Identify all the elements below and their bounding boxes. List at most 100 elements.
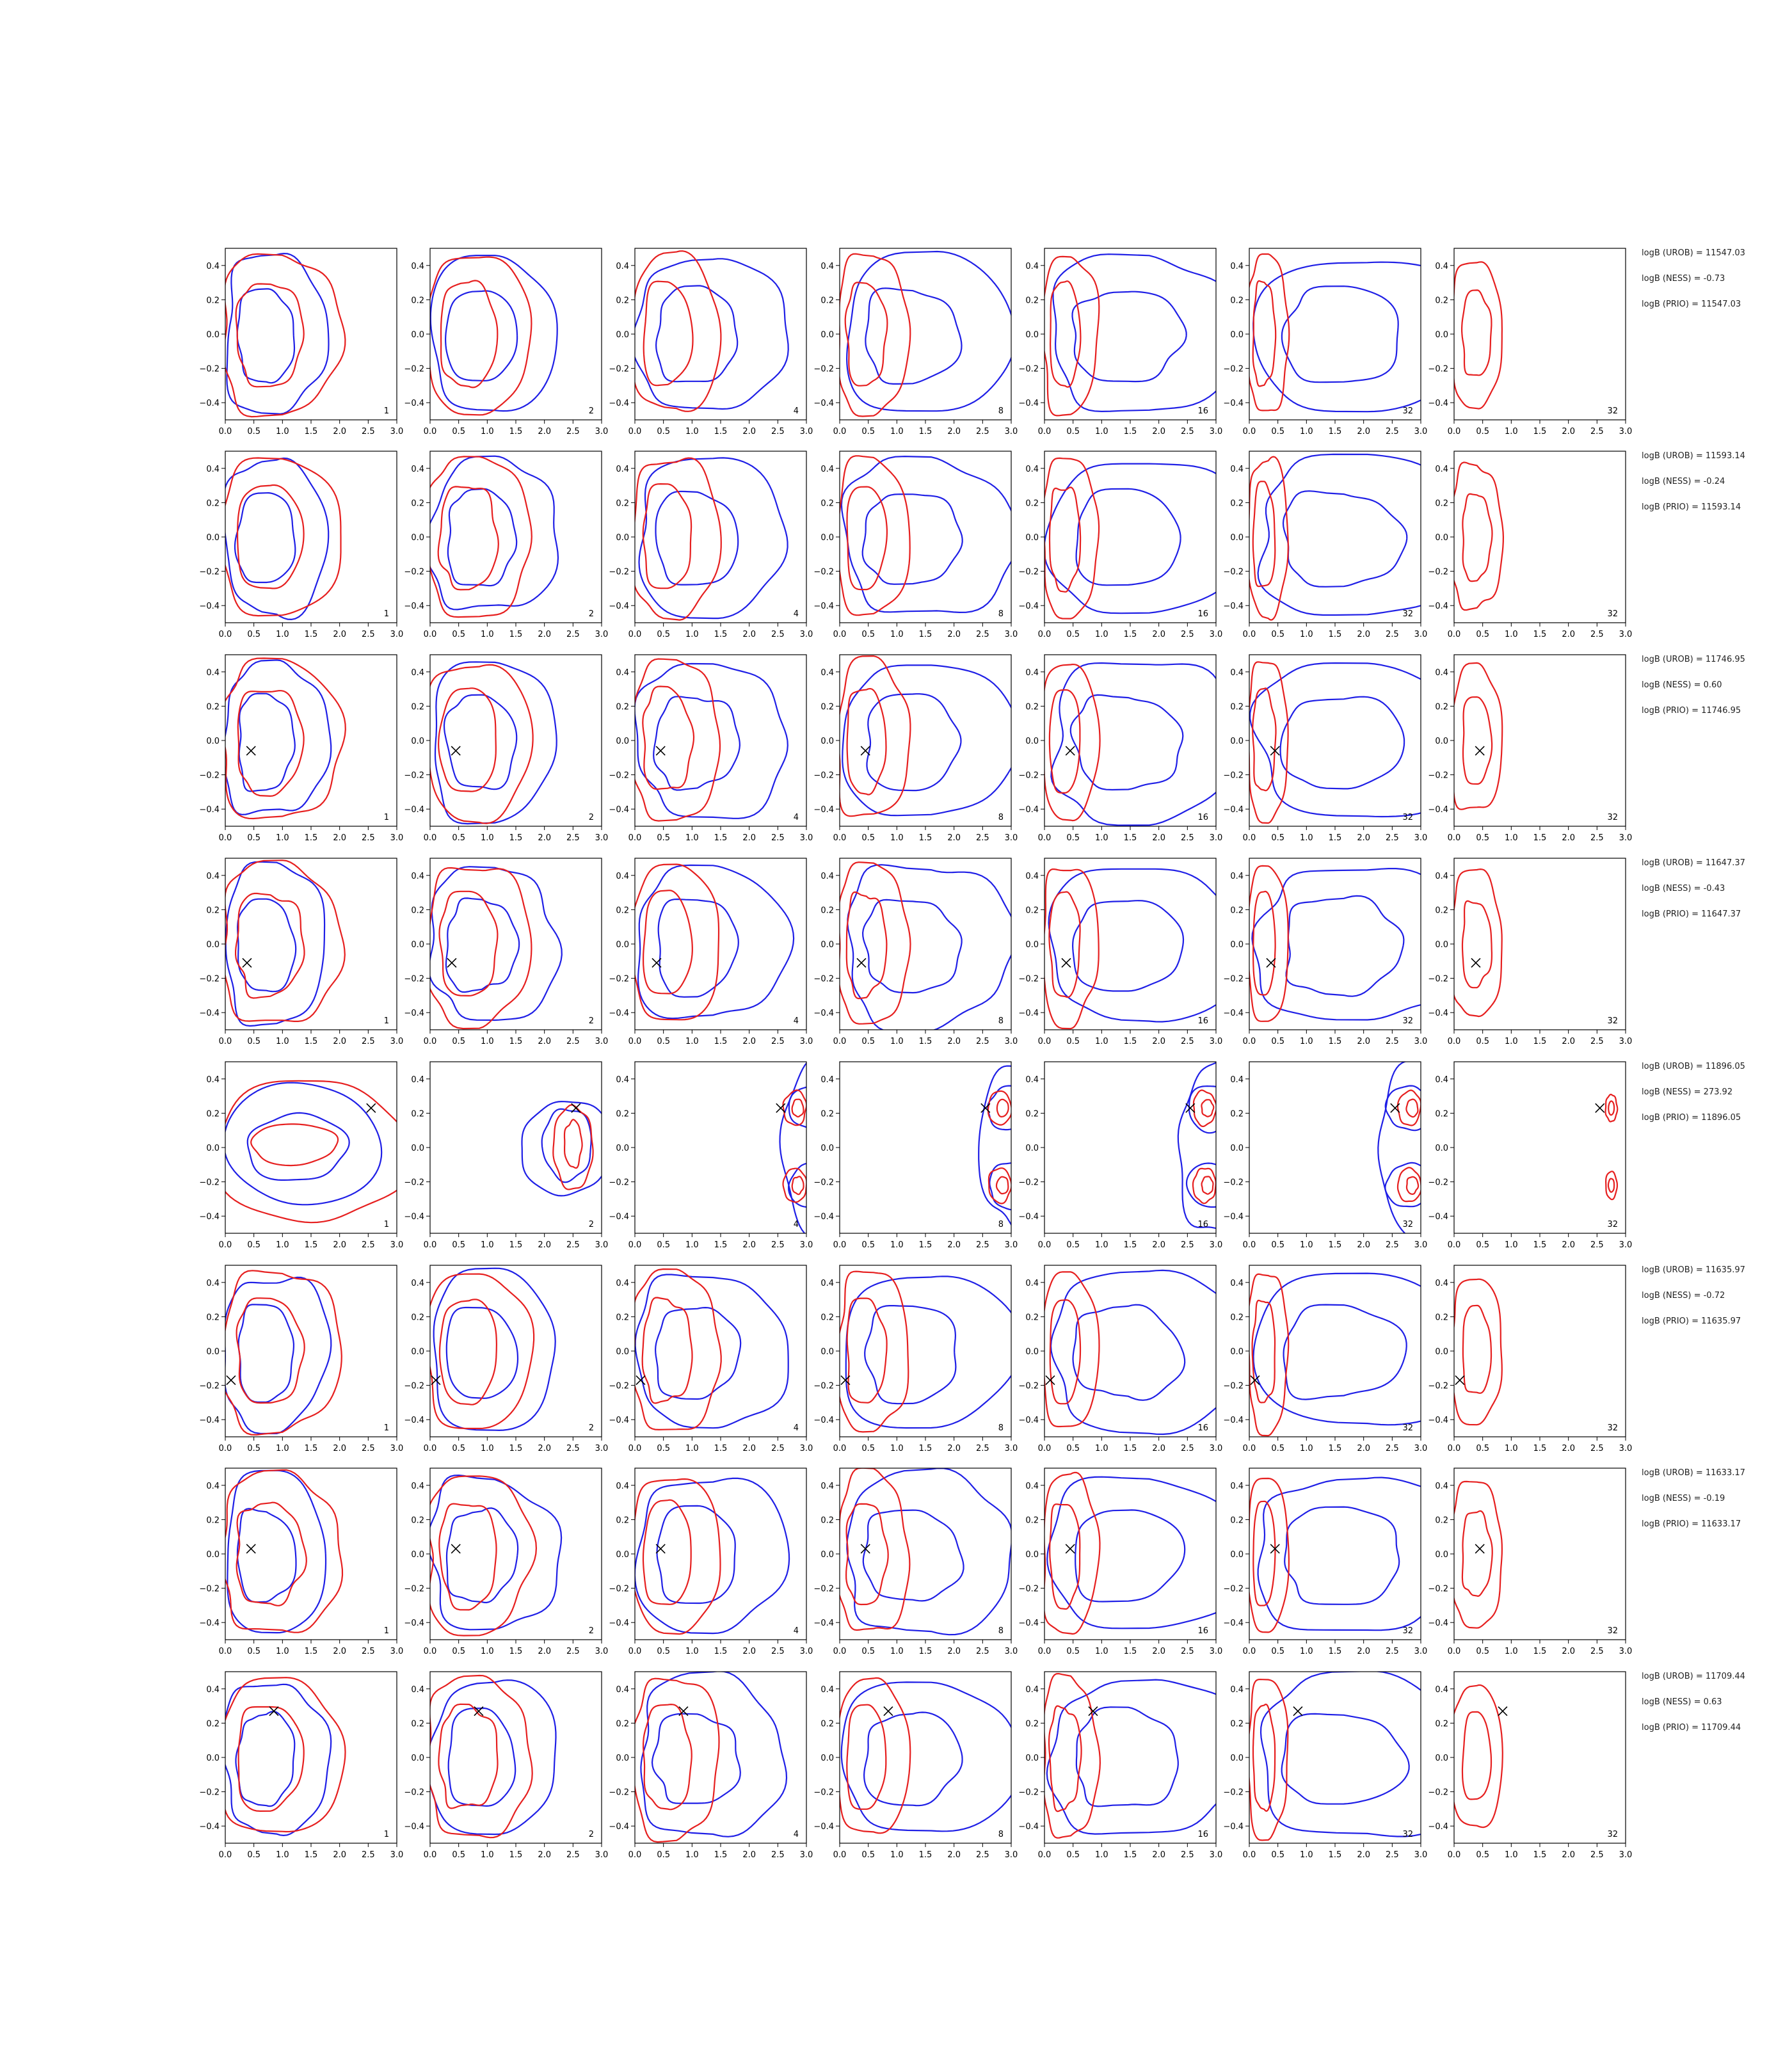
panel-r3-c5: 0.0 0.5 1.0 1.5 2.0 2.5 3.0 −0.4 −0.2 0.0 0.2 0.4 16 (1018, 654, 1223, 843)
true-value-marker (1595, 1103, 1605, 1113)
x-tick-label: 3.0 (1210, 833, 1223, 843)
x-tick-label: 0.5 (1066, 1240, 1080, 1250)
x-tick-label: 2.5 (1181, 630, 1194, 639)
x-tick-label: 0.0 (628, 1240, 642, 1250)
red-contour (995, 1176, 1009, 1195)
true-value-marker (1475, 1544, 1485, 1554)
x-tick-label: 3.0 (800, 1850, 813, 1860)
contour-layer (430, 255, 558, 416)
x-tick-label: 0.0 (833, 1240, 847, 1250)
x-tick-label: 2.0 (947, 1240, 961, 1250)
panel-label: 8 (998, 609, 1004, 619)
x-tick-label: 1.5 (509, 1444, 523, 1453)
x-tick-label: 2.0 (538, 427, 551, 436)
red-contour (1048, 486, 1082, 593)
x-tick-label: 3.0 (1619, 1037, 1633, 1046)
y-tick-label: 0.0 (206, 533, 220, 543)
panel-frame (1044, 451, 1217, 623)
panel-label: 16 (1197, 1016, 1208, 1026)
x-tick-label: 0.5 (657, 427, 670, 436)
stat-line: logB (PRIO) = 11709.44 (1642, 1723, 1741, 1732)
x-tick-label: 2.0 (1152, 1647, 1165, 1656)
x-tick-label: 0.0 (424, 833, 437, 843)
contour-layer (1249, 1272, 1421, 1437)
panel-label: 1 (384, 1830, 389, 1839)
x-tick-label: 0.0 (833, 1444, 847, 1453)
y-tick-label: 0.2 (1435, 499, 1448, 508)
blue-contour (521, 1100, 602, 1197)
y-tick-label: −0.4 (813, 805, 834, 815)
x-tick-label: 1.5 (714, 1037, 728, 1046)
y-tick-label: 0.2 (1435, 702, 1448, 712)
y-tick-label: 0.4 (1230, 1075, 1244, 1085)
x-tick-label: 0.5 (1066, 1444, 1080, 1453)
x-tick-label: 1.0 (1300, 1037, 1313, 1046)
panel-label: 2 (589, 813, 594, 822)
stat-line: logB (PRIO) = 11635.97 (1642, 1316, 1741, 1326)
x-tick-label: 1.0 (276, 1240, 289, 1250)
panel-r4-c3: 0.0 0.5 1.0 1.5 2.0 2.5 3.0 −0.4 −0.2 0.0 0.2 0.4 4 (609, 858, 813, 1046)
x-tick-label: 3.0 (1619, 1444, 1633, 1453)
red-contour (1252, 890, 1276, 996)
y-tick-label: −0.4 (199, 805, 220, 815)
red-contour (1044, 457, 1100, 620)
x-tick-label: 0.5 (1476, 833, 1489, 843)
red-contour (840, 1468, 911, 1631)
y-tick-label: −0.4 (404, 1619, 424, 1628)
x-tick-label: 3.0 (1210, 1850, 1223, 1860)
y-tick-label: 0.4 (206, 1482, 220, 1491)
true-value-marker (1266, 957, 1276, 968)
x-tick-label: 0.5 (861, 427, 875, 436)
y-tick-label: 0.4 (1025, 1482, 1039, 1491)
y-tick-label: −0.2 (404, 1382, 424, 1391)
x-tick-label: 0.5 (247, 427, 260, 436)
red-contour (225, 1080, 397, 1224)
panel-r4-c4: 0.0 0.5 1.0 1.5 2.0 2.5 3.0 −0.4 −0.2 0.0 0.2 0.4 8 (813, 858, 1018, 1046)
panel-r7-c4: 0.0 0.5 1.0 1.5 2.0 2.5 3.0 −0.4 −0.2 0.0 0.2 0.4 8 (813, 1468, 1018, 1656)
y-tick-label: −0.4 (813, 399, 834, 408)
y-tick-label: 0.0 (411, 330, 424, 340)
x-tick-label: 2.0 (742, 833, 756, 843)
red-contour (225, 860, 346, 1022)
x-tick-label: 0.0 (219, 1240, 232, 1250)
x-tick-label: 2.0 (947, 1850, 961, 1860)
x-tick-label: 0.0 (424, 630, 437, 639)
x-tick-label: 0.0 (833, 427, 847, 436)
red-contour (840, 253, 911, 417)
y-tick-label: 0.2 (820, 499, 834, 508)
contour-layer (225, 252, 346, 418)
y-tick-label: 0.0 (411, 940, 424, 950)
x-tick-label: 2.5 (362, 427, 375, 436)
y-tick-label: −0.4 (1223, 602, 1244, 611)
y-tick-label: 0.4 (1025, 1279, 1039, 1288)
y-tick-label: −0.2 (1018, 365, 1039, 374)
x-tick-label: 0.0 (1448, 1240, 1461, 1250)
contour-layer (225, 860, 346, 1027)
x-tick-label: 2.5 (976, 1444, 989, 1453)
contour-layer (521, 1100, 602, 1197)
y-tick-label: 0.0 (1230, 737, 1244, 746)
contour-layer (1377, 1062, 1421, 1233)
y-tick-label: −0.4 (609, 1009, 629, 1018)
x-tick-label: 3.0 (390, 427, 404, 436)
x-tick-label: 2.0 (1562, 833, 1575, 843)
x-tick-label: 1.5 (1329, 427, 1342, 436)
x-tick-label: 1.0 (1505, 1647, 1518, 1656)
x-tick-label: 0.0 (1243, 1647, 1256, 1656)
stat-line: logB (UROB) = 11709.44 (1642, 1672, 1745, 1681)
x-tick-label: 2.0 (1562, 1647, 1575, 1656)
contour-layer (1044, 457, 1216, 620)
blue-contour (1281, 1713, 1410, 1805)
x-tick-label: 1.0 (1300, 1647, 1313, 1656)
x-tick-label: 2.5 (1386, 1444, 1399, 1453)
x-tick-label: 2.5 (362, 1647, 375, 1656)
y-tick-label: 0.4 (820, 1685, 834, 1695)
y-tick-label: −0.2 (404, 365, 424, 374)
contour-layer (1249, 865, 1421, 1022)
x-tick-label: 0.5 (1066, 1647, 1080, 1656)
y-tick-label: 0.2 (1025, 1516, 1039, 1525)
y-tick-label: 0.0 (206, 737, 220, 746)
y-tick-label: −0.4 (609, 1416, 629, 1425)
x-tick-label: 3.0 (1005, 427, 1018, 436)
red-contour (1454, 662, 1503, 810)
